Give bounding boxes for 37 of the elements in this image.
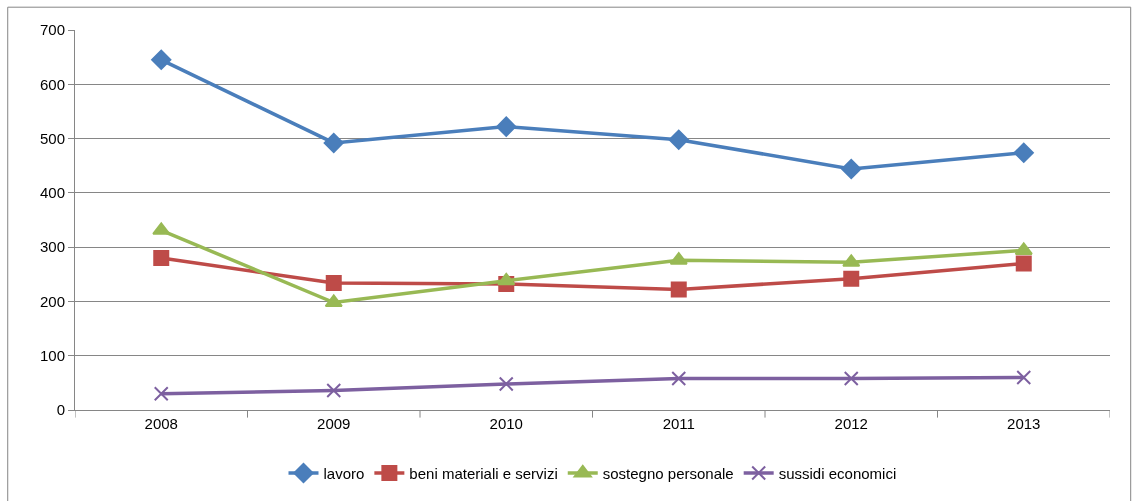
point (326, 382, 342, 398)
x-tick-label: 2009 (317, 415, 351, 432)
y-tick-label: 300 (39, 238, 65, 256)
y-tick-label: 500 (39, 129, 65, 147)
y-tick-label: 400 (39, 184, 65, 202)
x-tick-label: 2010 (489, 415, 523, 432)
y-tick-label: 200 (39, 292, 65, 310)
point (498, 376, 514, 392)
point (1016, 369, 1032, 385)
point (668, 129, 689, 150)
legend-label: beni materiali e servizi (409, 464, 558, 482)
point (324, 294, 343, 308)
point (841, 158, 862, 180)
point (496, 116, 517, 137)
y-tick-label: 100 (39, 346, 65, 364)
y-tick-label: 700 (39, 21, 65, 39)
x-tick-label: 2008 (144, 415, 178, 432)
point (1013, 142, 1034, 163)
point (323, 132, 344, 154)
point (843, 270, 860, 287)
point (1015, 255, 1032, 272)
point (670, 281, 687, 298)
y-tick-label: 600 (39, 75, 65, 93)
point (151, 49, 172, 70)
point (843, 371, 859, 387)
point (153, 250, 170, 266)
x-tick-label: 2013 (1007, 415, 1041, 432)
point (497, 272, 516, 286)
legend-label: lavoro (323, 464, 365, 482)
point (153, 386, 169, 402)
legend-label: sussidi economici (778, 464, 897, 482)
legend-label: sostegno personale (602, 464, 734, 482)
point (671, 371, 687, 387)
y-tick-label: 0 (56, 401, 65, 419)
point (325, 274, 342, 291)
x-tick-label: 2012 (834, 415, 868, 432)
x-tick-label: 2011 (662, 415, 695, 432)
